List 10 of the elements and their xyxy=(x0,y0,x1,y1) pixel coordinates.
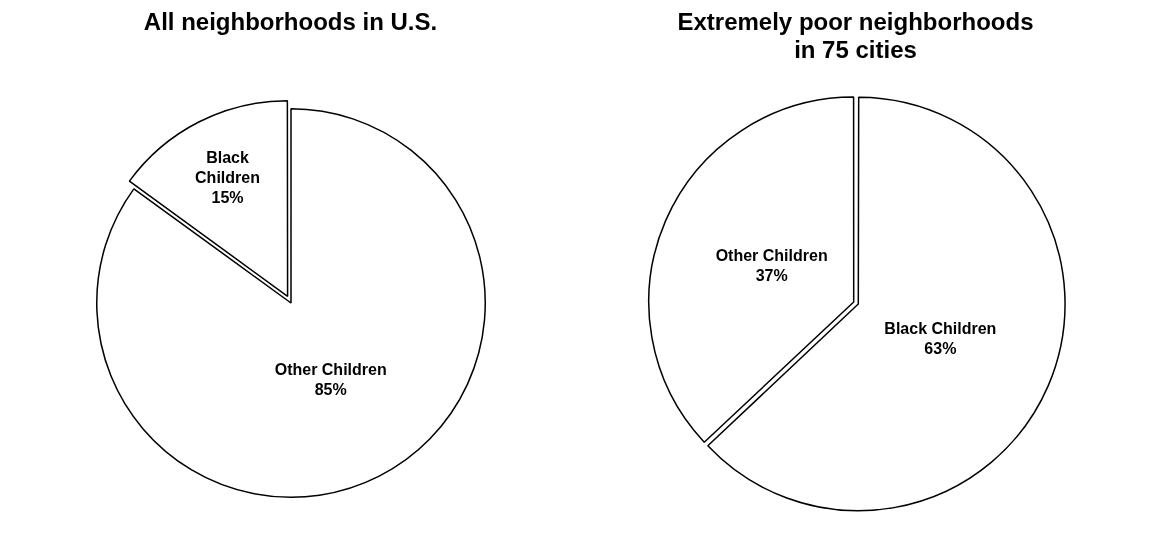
slice-label: Black Children xyxy=(883,319,996,337)
data-label: 85% xyxy=(314,381,347,399)
slice-label: Black Children xyxy=(194,148,260,186)
data-label: 15% xyxy=(210,188,244,206)
slice-label: Other Children xyxy=(715,246,828,264)
data-label: 37% xyxy=(755,266,788,284)
slice-label: Other Children xyxy=(274,361,387,379)
chart-title: Extremely poor neighborhoods in 75 cities xyxy=(676,8,1035,65)
chart-title: All neighborhoods in U.S. xyxy=(142,8,439,37)
data-label: 63% xyxy=(923,339,956,357)
